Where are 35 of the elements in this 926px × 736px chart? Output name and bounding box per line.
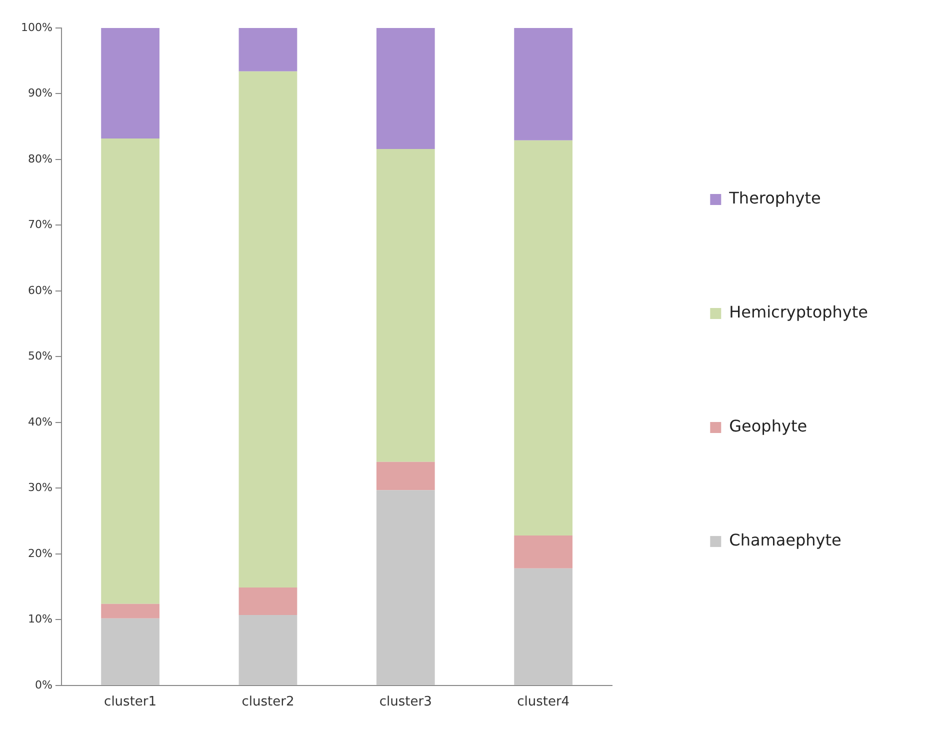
y-tick-label: 90% xyxy=(28,86,52,100)
bar xyxy=(238,615,298,685)
bar xyxy=(376,462,435,490)
bar xyxy=(101,28,160,138)
legend-label: Geophyte xyxy=(729,416,808,436)
y-tick-label: 70% xyxy=(28,218,52,232)
x-tick-label: cluster1 xyxy=(104,694,157,710)
x-tick-label: cluster4 xyxy=(517,694,570,710)
bar xyxy=(514,28,572,140)
y-tick-label: 60% xyxy=(28,284,52,297)
bar xyxy=(376,28,435,149)
bar xyxy=(238,71,298,588)
bar xyxy=(238,28,298,72)
bar xyxy=(101,618,160,685)
y-tick-label: 20% xyxy=(28,546,52,560)
y-tick-label: 10% xyxy=(28,612,52,626)
bar xyxy=(376,148,435,462)
y-tick-label: 30% xyxy=(28,481,52,494)
legend-label: Hemicryptophyte xyxy=(729,302,868,322)
legend-label: Therophyte xyxy=(728,188,821,208)
bar xyxy=(238,587,298,616)
y-tick-label: 0% xyxy=(34,678,52,692)
bar xyxy=(514,568,572,685)
bar xyxy=(101,604,160,618)
y-tick-label: 80% xyxy=(28,152,52,166)
x-tick-label: cluster3 xyxy=(379,694,432,710)
bar xyxy=(376,490,435,685)
y-tick-label: 50% xyxy=(28,350,52,363)
bar xyxy=(514,140,572,536)
x-tick-label: cluster2 xyxy=(242,694,294,710)
y-tick-label: 100% xyxy=(20,20,52,34)
bar xyxy=(514,536,572,568)
y-tick-label: 40% xyxy=(28,415,52,428)
legend-label: Chamaephyte xyxy=(729,530,842,550)
bar xyxy=(101,138,160,604)
